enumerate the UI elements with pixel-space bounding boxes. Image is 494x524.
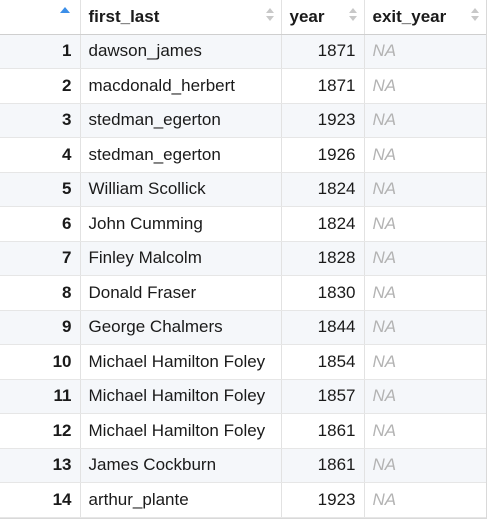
sort-toggle-icon[interactable] bbox=[349, 6, 357, 26]
cell-first-last[interactable]: Donald Fraser bbox=[80, 276, 281, 311]
cell-exit-year[interactable]: NA bbox=[364, 172, 486, 207]
cell-year[interactable]: 1824 bbox=[281, 207, 364, 242]
row-index[interactable]: 6 bbox=[0, 207, 80, 242]
cell-exit-year[interactable]: NA bbox=[364, 207, 486, 242]
row-index[interactable]: 13 bbox=[0, 448, 80, 483]
sort-ascending-icon bbox=[60, 7, 70, 13]
cell-first-last[interactable]: macdonald_herbert bbox=[80, 69, 281, 104]
cell-first-last[interactable]: stedman_egerton bbox=[80, 138, 281, 173]
cell-first-last[interactable]: Finley Malcolm bbox=[80, 241, 281, 276]
cell-year[interactable]: 1854 bbox=[281, 345, 364, 380]
cell-year[interactable]: 1871 bbox=[281, 69, 364, 104]
cell-exit-year[interactable]: NA bbox=[364, 276, 486, 311]
table-row[interactable]: 6 John Cumming 1824 NA bbox=[0, 207, 486, 242]
cell-year[interactable]: 1830 bbox=[281, 276, 364, 311]
row-index[interactable]: 5 bbox=[0, 172, 80, 207]
row-index[interactable]: 14 bbox=[0, 483, 80, 518]
column-header-exit-year[interactable]: exit_year bbox=[364, 0, 486, 34]
cell-exit-year[interactable]: NA bbox=[364, 414, 486, 449]
table-row[interactable]: 13 James Cockburn 1861 NA bbox=[0, 448, 486, 483]
table-row[interactable]: 2 macdonald_herbert 1871 NA bbox=[0, 69, 486, 104]
cell-year[interactable]: 1861 bbox=[281, 414, 364, 449]
table-row[interactable]: 11 Michael Hamilton Foley 1857 NA bbox=[0, 379, 486, 414]
row-index[interactable]: 12 bbox=[0, 414, 80, 449]
cell-exit-year[interactable]: NA bbox=[364, 483, 486, 518]
cell-exit-year[interactable]: NA bbox=[364, 379, 486, 414]
sort-toggle-icon[interactable] bbox=[266, 6, 274, 26]
data-table: first_last year exit_year 1 dawson_james 1… bbox=[0, 0, 486, 518]
row-index[interactable]: 1 bbox=[0, 34, 80, 69]
cell-first-last[interactable]: William Scollick bbox=[80, 172, 281, 207]
row-index[interactable]: 7 bbox=[0, 241, 80, 276]
sort-toggle-icon[interactable] bbox=[471, 6, 479, 26]
table-row[interactable]: 12 Michael Hamilton Foley 1861 NA bbox=[0, 414, 486, 449]
table-row[interactable]: 4 stedman_egerton 1926 NA bbox=[0, 138, 486, 173]
cell-first-last[interactable]: stedman_egerton bbox=[80, 103, 281, 138]
cell-first-last[interactable]: Michael Hamilton Foley bbox=[80, 414, 281, 449]
table-row[interactable]: 8 Donald Fraser 1830 NA bbox=[0, 276, 486, 311]
cell-exit-year[interactable]: NA bbox=[364, 138, 486, 173]
table-row[interactable]: 3 stedman_egerton 1923 NA bbox=[0, 103, 486, 138]
table-row[interactable]: 14 arthur_plante 1923 NA bbox=[0, 483, 486, 518]
column-header-first-last[interactable]: first_last bbox=[80, 0, 281, 34]
row-index-header[interactable] bbox=[0, 0, 80, 34]
cell-year[interactable]: 1861 bbox=[281, 448, 364, 483]
table-row[interactable]: 5 William Scollick 1824 NA bbox=[0, 172, 486, 207]
cell-year[interactable]: 1923 bbox=[281, 483, 364, 518]
row-index[interactable]: 4 bbox=[0, 138, 80, 173]
table-row[interactable]: 9 George Chalmers 1844 NA bbox=[0, 310, 486, 345]
cell-first-last[interactable]: James Cockburn bbox=[80, 448, 281, 483]
cell-year[interactable]: 1926 bbox=[281, 138, 364, 173]
cell-year[interactable]: 1923 bbox=[281, 103, 364, 138]
row-index[interactable]: 8 bbox=[0, 276, 80, 311]
cell-first-last[interactable]: arthur_plante bbox=[80, 483, 281, 518]
column-header-year[interactable]: year bbox=[281, 0, 364, 34]
data-viewer-grid: first_last year exit_year 1 dawson_james 1… bbox=[0, 0, 487, 519]
cell-exit-year[interactable]: NA bbox=[364, 69, 486, 104]
cell-year[interactable]: 1857 bbox=[281, 379, 364, 414]
cell-exit-year[interactable]: NA bbox=[364, 448, 486, 483]
cell-year[interactable]: 1824 bbox=[281, 172, 364, 207]
cell-first-last[interactable]: Michael Hamilton Foley bbox=[80, 379, 281, 414]
table-body: 1 dawson_james 1871 NA 2 macdonald_herbert 187… bbox=[0, 34, 486, 517]
column-header-label: first_last bbox=[89, 7, 160, 26]
cell-first-last[interactable]: Michael Hamilton Foley bbox=[80, 345, 281, 380]
table-row[interactable]: 10 Michael Hamilton Foley 1854 NA bbox=[0, 345, 486, 380]
column-header-label: year bbox=[290, 7, 325, 26]
row-index[interactable]: 11 bbox=[0, 379, 80, 414]
cell-year[interactable]: 1828 bbox=[281, 241, 364, 276]
column-header-label: exit_year bbox=[373, 7, 447, 26]
table-row[interactable]: 7 Finley Malcolm 1828 NA bbox=[0, 241, 486, 276]
cell-year[interactable]: 1844 bbox=[281, 310, 364, 345]
cell-first-last[interactable]: dawson_james bbox=[80, 34, 281, 69]
cell-first-last[interactable]: John Cumming bbox=[80, 207, 281, 242]
cell-year[interactable]: 1871 bbox=[281, 34, 364, 69]
row-index[interactable]: 3 bbox=[0, 103, 80, 138]
cell-exit-year[interactable]: NA bbox=[364, 241, 486, 276]
row-index[interactable]: 2 bbox=[0, 69, 80, 104]
row-index[interactable]: 10 bbox=[0, 345, 80, 380]
cell-first-last[interactable]: George Chalmers bbox=[80, 310, 281, 345]
cell-exit-year[interactable]: NA bbox=[364, 310, 486, 345]
header-row: first_last year exit_year bbox=[0, 0, 486, 34]
cell-exit-year[interactable]: NA bbox=[364, 345, 486, 380]
cell-exit-year[interactable]: NA bbox=[364, 34, 486, 69]
cell-exit-year[interactable]: NA bbox=[364, 103, 486, 138]
table-row[interactable]: 1 dawson_james 1871 NA bbox=[0, 34, 486, 69]
row-index[interactable]: 9 bbox=[0, 310, 80, 345]
